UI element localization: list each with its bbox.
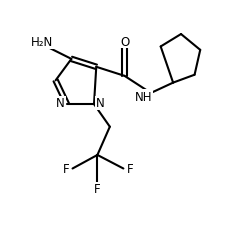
Text: F: F xyxy=(126,162,133,175)
Text: F: F xyxy=(94,182,101,196)
Text: NH: NH xyxy=(135,90,152,103)
Text: N: N xyxy=(96,97,105,110)
Text: H₂N: H₂N xyxy=(31,36,53,49)
Text: N: N xyxy=(56,97,65,110)
Text: F: F xyxy=(63,162,70,175)
Text: O: O xyxy=(120,36,129,49)
